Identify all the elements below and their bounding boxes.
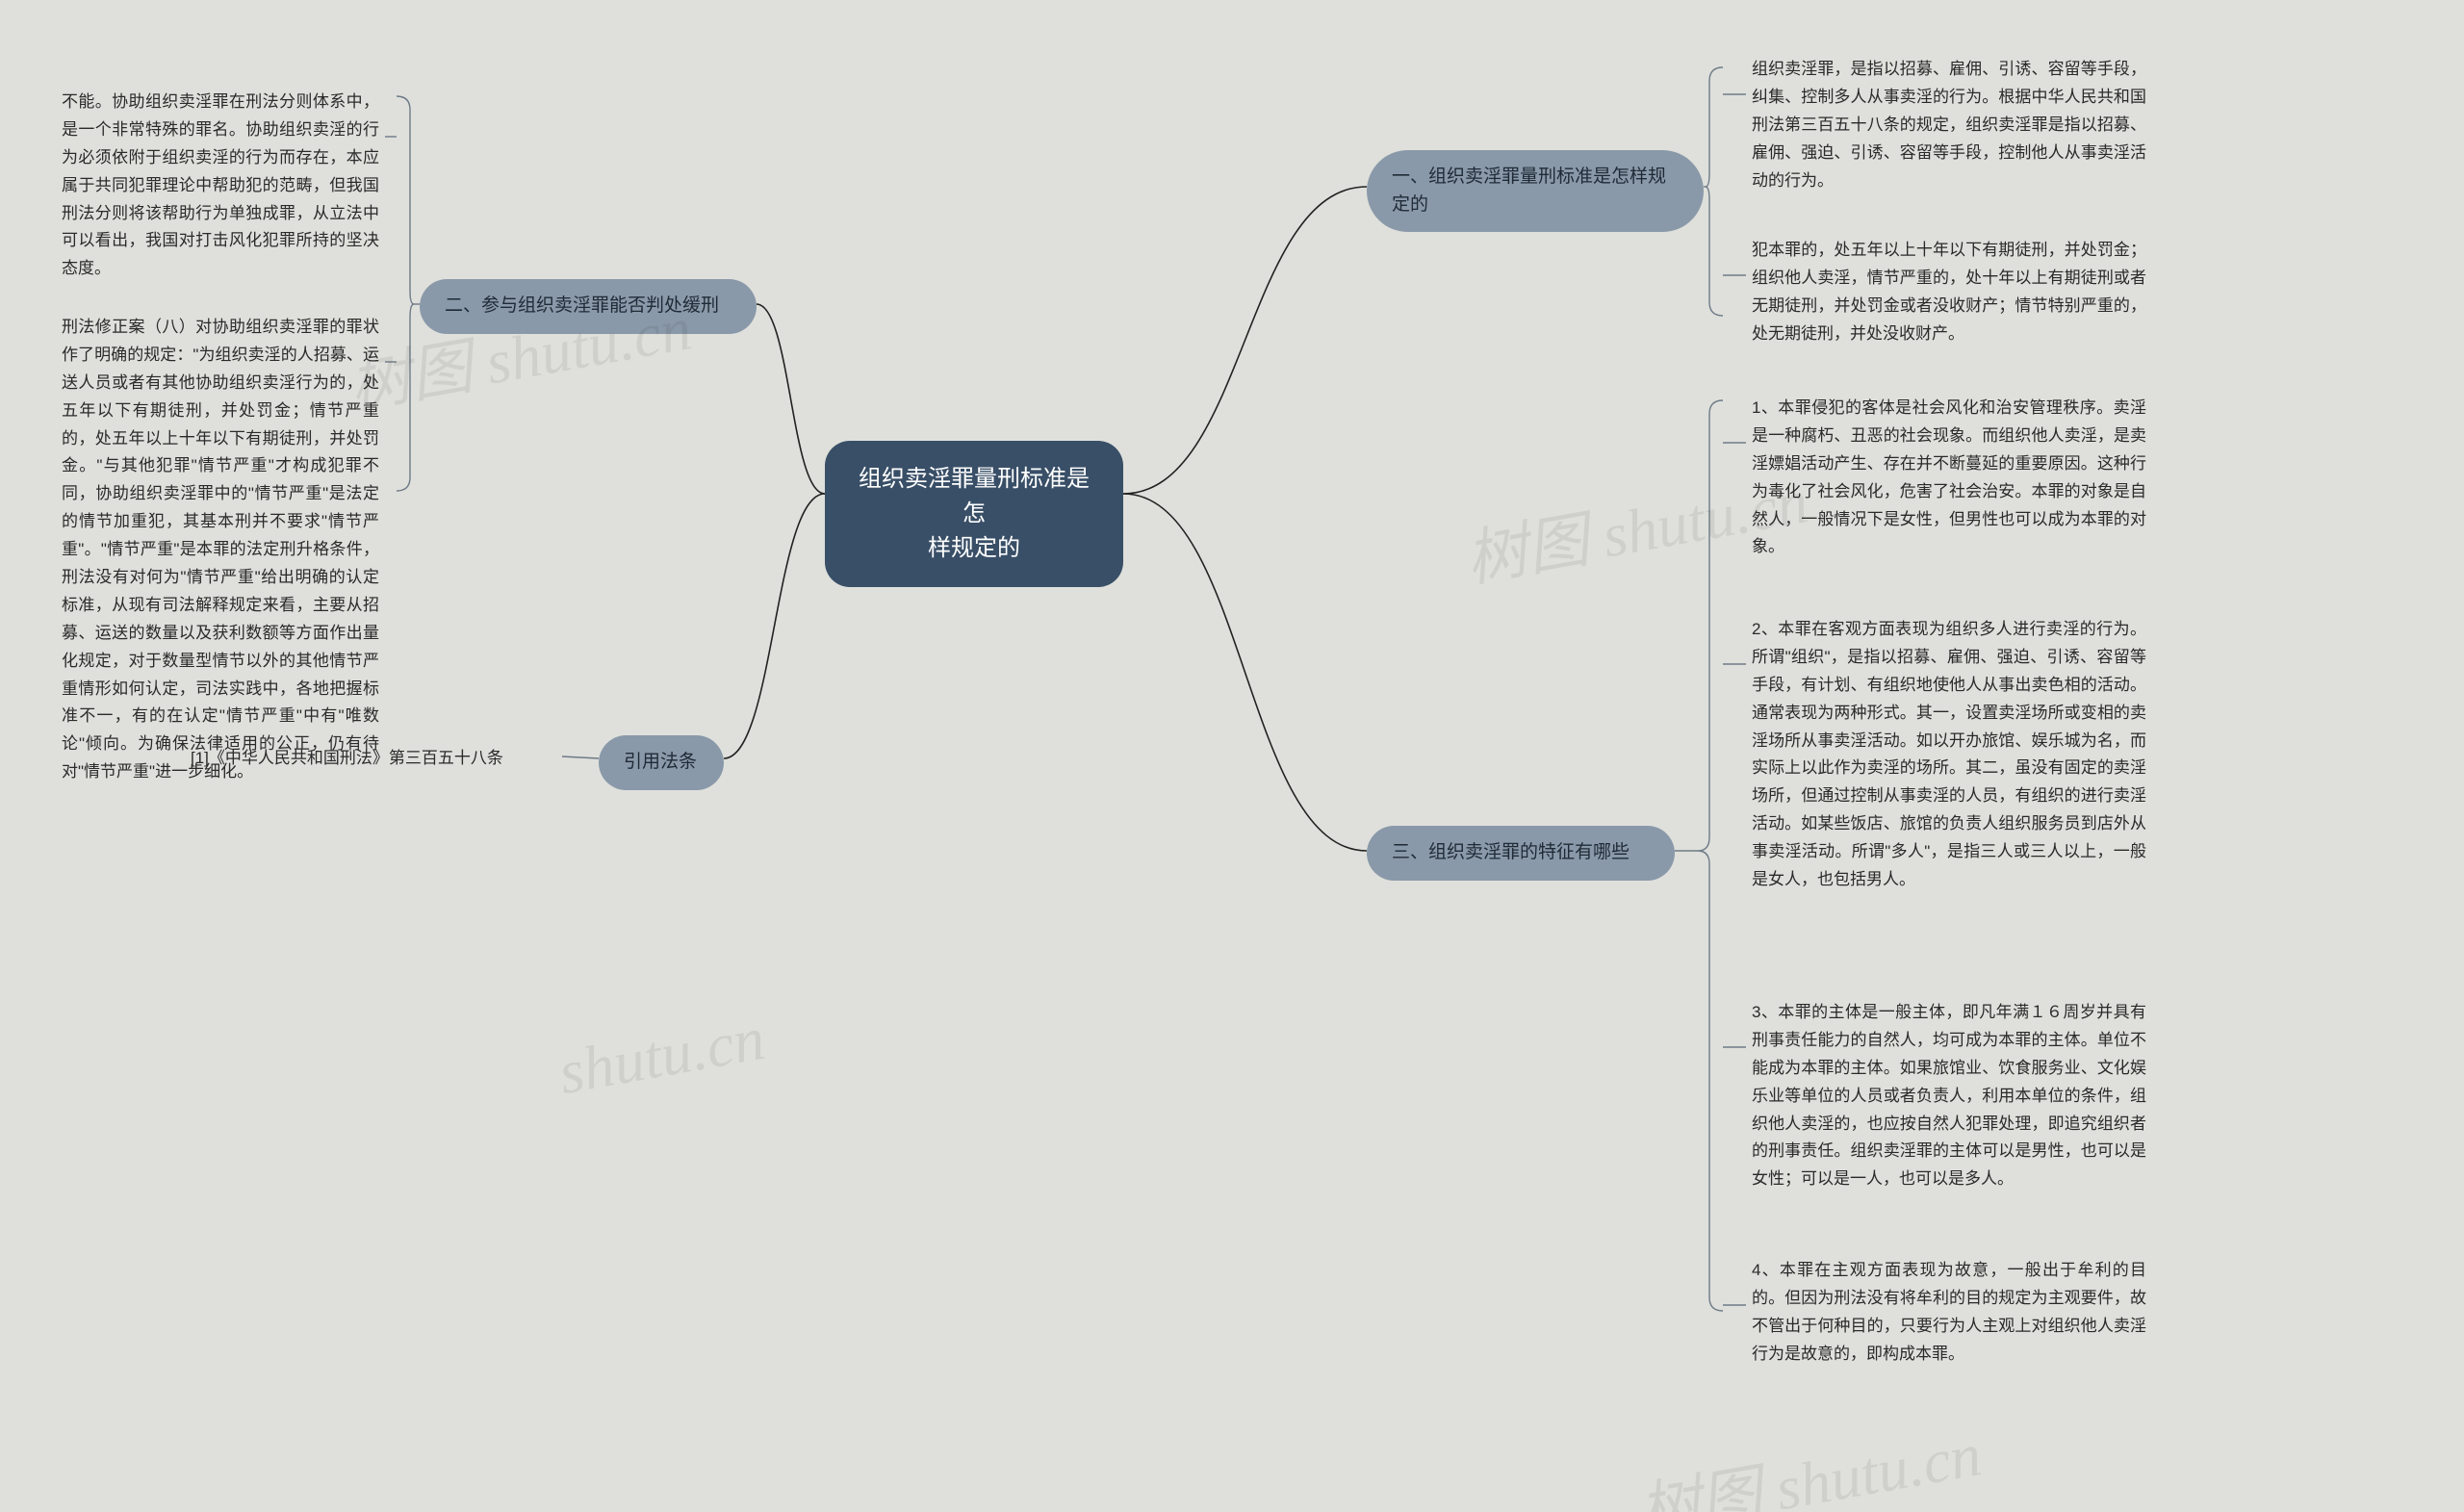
center-node: 组织卖淫罪量刑标准是怎 样规定的 xyxy=(825,441,1123,587)
branch-1-label-l2: 定的 xyxy=(1392,194,1428,215)
center-title-line2: 样规定的 xyxy=(928,535,1020,561)
branch-1-label-l1: 一、组织卖淫罪量刑标准是怎样规 xyxy=(1392,167,1666,187)
branch-node-1: 一、组织卖淫罪量刑标准是怎样规 定的 xyxy=(1367,150,1704,232)
branch-node-3: 三、组织卖淫罪的特征有哪些 xyxy=(1367,826,1675,881)
branch-node-2: 二、参与组织卖淫罪能否判处缓刑 xyxy=(420,279,757,334)
watermark-3: 树图 shutu.cn xyxy=(1631,1405,1988,1512)
branch-2-label: 二、参与组织卖淫罪能否判处缓刑 xyxy=(445,293,719,320)
leaf-b3-2: 3、本罪的主体是一般主体，即凡年满１６周岁并具有刑事责任能力的自然人，均可成为本… xyxy=(1752,999,2146,1193)
leaf-b1-1: 犯本罪的，处五年以上十年以下有期徒刑，并处罚金；组织他人卖淫，情节严重的，处十年… xyxy=(1752,237,2146,348)
center-title-line1: 组织卖淫罪量刑标准是怎 xyxy=(859,466,1090,526)
leaf-b3-3: 4、本罪在主观方面表现为故意，一般出于牟利的目的。但因为刑法没有将牟利的目的规定… xyxy=(1752,1257,2146,1369)
leaf-b2-0: 不能。协助组织卖淫罪在刑法分则体系中，是一个非常特殊的罪名。协助组织卖淫的行为必… xyxy=(62,89,379,283)
leaf-b3-1: 2、本罪在客观方面表现为组织多人进行卖淫的行为。所谓"组织"，是指以招募、雇佣、… xyxy=(1752,616,2146,894)
branch-ref-label: 引用法条 xyxy=(624,749,697,777)
leaf-bRef-0: [1]《中华人民共和国刑法》第三百五十八条 xyxy=(191,745,556,773)
leaf-b1-0: 组织卖淫罪，是指以招募、雇佣、引诱、容留等手段，纠集、控制多人从事卖淫的行为。根… xyxy=(1752,56,2146,194)
leaf-b2-1: 刑法修正案（八）对协助组织卖淫罪的罪状作了明确的规定："为组织卖淫的人招募、运送… xyxy=(62,314,379,786)
branch-3-label: 三、组织卖淫罪的特征有哪些 xyxy=(1392,839,1630,867)
watermark-2: shutu.cn xyxy=(553,1003,770,1109)
branch-node-ref: 引用法条 xyxy=(599,735,724,790)
leaf-b3-0: 1、本罪侵犯的客体是社会风化和治安管理秩序。卖淫是一种腐朽、丑恶的社会现象。而组… xyxy=(1752,395,2146,561)
